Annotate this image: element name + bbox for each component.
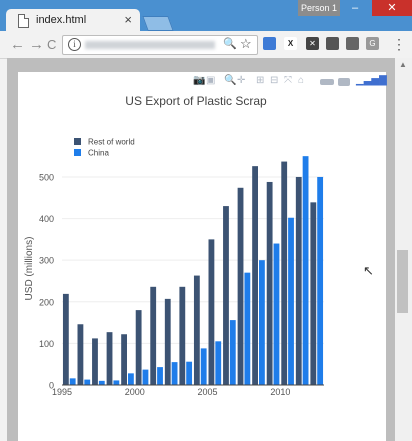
minimize-button[interactable]: – [351, 2, 359, 14]
china-bar [186, 361, 193, 385]
china-bar [84, 379, 91, 385]
x-tick-label: 2005 [198, 387, 218, 397]
back-button[interactable]: ← [10, 36, 25, 53]
rest-of-world-bar [92, 338, 98, 385]
scrollbar-thumb[interactable] [397, 250, 408, 313]
x-tick-label: 1995 [52, 387, 72, 397]
x-tick-label: 2010 [270, 387, 290, 397]
profile-button[interactable]: Person 1 [298, 0, 340, 16]
china-bar [302, 156, 309, 385]
new-tab-button[interactable] [142, 16, 174, 31]
pan-tool-icon[interactable]: ✛ [237, 75, 246, 86]
rest-of-world-bar [164, 298, 171, 385]
y-tick-label: 500 [39, 172, 54, 182]
save-icon[interactable]: ▣ [206, 75, 216, 86]
china-bar [98, 380, 105, 385]
rest-of-world-bar [150, 286, 157, 385]
browser-toolbar: ← → C i 🔍 ☆ X ✕ G ⋮ [0, 31, 412, 59]
y-tick-label: 300 [39, 256, 54, 266]
rest-of-world-bar [179, 286, 186, 385]
rest-of-world-bar [310, 202, 317, 385]
close-window-button[interactable]: ✕ [372, 0, 412, 16]
rest-of-world-bar [281, 161, 288, 385]
china-bar [157, 367, 163, 385]
reload-button[interactable]: C [47, 37, 57, 52]
browser-tab[interactable]: index.html × [6, 9, 140, 33]
chart-svg: US Export of Plastic Scrap 0 100 200 300 400 5… [24, 94, 324, 397]
document-icon [18, 14, 29, 28]
title-bar: index.html × Person 1 – ❐ ✕ [0, 0, 412, 33]
rest-of-world-bar [77, 324, 84, 385]
legend-label: China [88, 149, 109, 158]
y-axis-title: USD (millions) [24, 237, 35, 301]
rest-of-world-bar [252, 166, 258, 385]
compare-hover-icon[interactable] [338, 78, 350, 86]
x-tick-label: 2000 [125, 387, 145, 397]
rest-of-world-bar [106, 332, 113, 385]
home-icon[interactable]: ⌂ [298, 75, 305, 86]
y-tick-label: 400 [39, 214, 54, 224]
rest-of-world-bar [223, 206, 229, 385]
y-tick-label: 0 [49, 381, 54, 391]
china-bar [273, 243, 280, 385]
menu-icon[interactable]: ⋮ [392, 36, 406, 52]
chart-title: US Export of Plastic Scrap [125, 94, 267, 108]
legend-label: Rest of world [88, 138, 135, 147]
rest-of-world-bar [62, 293, 69, 385]
rest-of-world-bar [135, 310, 142, 385]
china-bar [259, 260, 265, 385]
china-bar [244, 272, 251, 385]
zoom-tool-icon[interactable]: 🔍 [224, 75, 237, 86]
page-viewport: US Export of Plastic Scrap 0 100 200 300 400 5… [7, 58, 395, 441]
extension-g-icon[interactable]: G [366, 37, 379, 50]
info-icon[interactable]: i [68, 38, 81, 51]
extension-translate-icon[interactable] [263, 37, 276, 50]
spike-lines-icon[interactable] [320, 79, 334, 85]
extension-xpath-icon[interactable]: X [284, 37, 297, 50]
scroll-up-icon[interactable]: ▲ [399, 60, 407, 69]
china-bar [142, 369, 149, 385]
extension-x-icon[interactable]: ✕ [306, 37, 319, 50]
legend-swatch [74, 138, 81, 145]
camera-icon[interactable]: 📷 [193, 75, 206, 86]
china-bar [200, 348, 207, 385]
blurred-url [85, 41, 215, 49]
legend-swatch [74, 149, 81, 156]
china-bar [128, 373, 134, 385]
mouse-cursor-icon: ↖ [363, 263, 374, 278]
zoom-out-icon[interactable]: ⊟ [270, 75, 279, 86]
rest-of-world-bar [193, 275, 200, 385]
china-bar [113, 380, 120, 385]
china-bar [288, 217, 294, 385]
plot-container: US Export of Plastic Scrap 0 100 200 300 400 5… [18, 72, 386, 441]
bookmark-star-icon[interactable]: ☆ [240, 36, 252, 51]
address-bar[interactable]: i 🔍 ☆ [62, 35, 258, 55]
rest-of-world-bar [208, 239, 215, 385]
extension-note-icon[interactable] [346, 37, 359, 50]
zoom-icon[interactable]: 🔍 [223, 38, 237, 50]
china-bar [317, 176, 324, 385]
y-tick-label: 100 [39, 339, 54, 349]
rest-of-world-bar [121, 334, 127, 385]
china-bar [215, 341, 222, 385]
plotly-logo-icon[interactable]: ▁▃▅▇ [356, 75, 387, 86]
vertical-scrollbar[interactable]: ▲ [395, 58, 412, 441]
forward-button[interactable]: → [29, 36, 44, 53]
rest-of-world-bar [266, 181, 273, 385]
tab-close-button[interactable]: × [124, 12, 132, 27]
china-bar [171, 362, 178, 385]
rest-of-world-bar [295, 176, 302, 385]
tab-title: index.html [36, 14, 87, 26]
y-tick-label: 200 [39, 297, 54, 307]
china-bar [69, 378, 76, 385]
extension-box-icon[interactable] [326, 37, 339, 50]
autoscale-icon[interactable]: ⤧ [284, 75, 292, 86]
china-bar [229, 320, 236, 385]
rest-of-world-bar [237, 187, 244, 385]
zoom-in-icon[interactable]: ⊞ [256, 75, 265, 86]
